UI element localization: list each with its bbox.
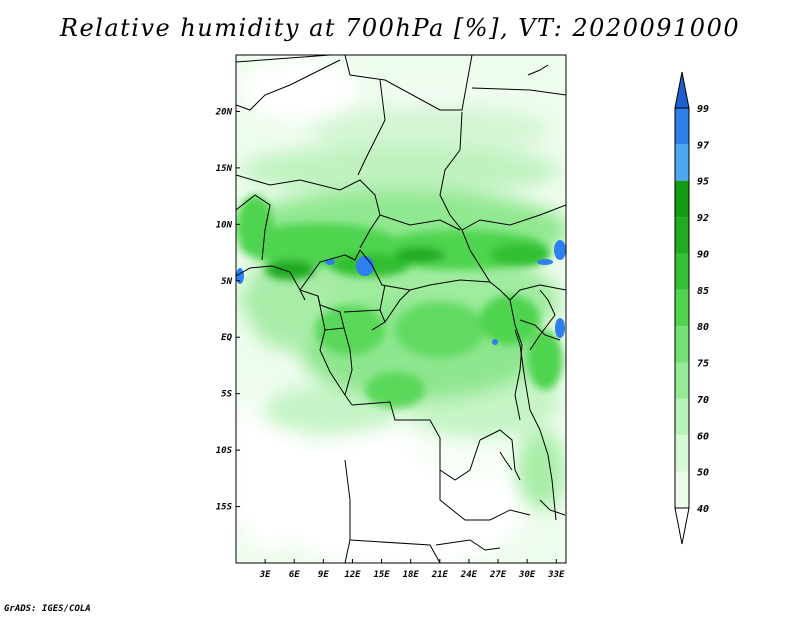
lon-tick-label: 6E <box>289 570 300 580</box>
lat-tick-label: 20N <box>215 107 233 117</box>
lon-tick-label: 18E <box>403 570 420 580</box>
lat-tick-label: 15S <box>216 503 233 513</box>
map-frame <box>235 54 567 564</box>
lat-tick-label: EQ <box>221 333 232 343</box>
colorbar-swatch <box>675 217 689 254</box>
saturation-spots <box>236 240 566 345</box>
colorbar-top-extension <box>674 71 690 109</box>
lon-tick-label: 12E <box>344 570 361 580</box>
lat-tick-label: 5N <box>221 277 232 287</box>
country-borders <box>236 55 566 563</box>
lon-tick-label: 9E <box>318 570 329 580</box>
colorbar-label: 90 <box>697 249 709 260</box>
map-title: Relative humidity at 700hPa [%], VT: 202… <box>59 14 741 42</box>
colorbar-swatch <box>675 398 689 436</box>
colorbar: 99 97 95 92 90 85 80 75 70 60 50 40 <box>674 71 709 545</box>
lon-tick-label: 27E <box>489 570 507 580</box>
colorbar-swatch <box>675 435 689 472</box>
colorbar-swatch <box>675 108 689 145</box>
lon-tick-label: 30E <box>518 570 536 580</box>
colorbar-label: 95 <box>697 177 709 188</box>
colorbar-label: 99 <box>697 104 709 115</box>
colorbar-swatch <box>675 362 689 399</box>
colorbar-swatch <box>675 471 689 508</box>
colorbar-label: 92 <box>697 213 709 224</box>
humidity-field <box>236 55 566 563</box>
colorbar-label: 75 <box>697 359 709 370</box>
colorbar-swatch <box>675 144 689 181</box>
colorbar-swatch <box>675 289 689 327</box>
lat-tick-label: 10N <box>216 220 233 230</box>
lon-tick-label: 24E <box>460 570 478 580</box>
lon-tick-label: 3E <box>259 570 271 580</box>
grads-credit: GrADS: IGES/COLA <box>4 604 91 614</box>
colorbar-label: 70 <box>697 395 709 406</box>
colorbar-label: 97 <box>697 140 709 151</box>
colorbar-swatch <box>675 326 689 363</box>
colorbar-label: 40 <box>697 504 709 515</box>
colorbar-swatch <box>675 180 689 218</box>
longitude-axis: 3E 6E 9E 12E 15E 18E 21E 24E 27E 30E 33E <box>259 559 565 580</box>
colorbar-swatch <box>675 253 689 290</box>
colorbar-label: 80 <box>697 322 709 333</box>
colorbar-label: 85 <box>697 286 709 297</box>
coastlines <box>236 64 566 521</box>
colorbar-label: 50 <box>697 468 709 479</box>
latitude-axis: 20N 15N 10N 5N EQ 5S 10S 15S <box>215 107 240 513</box>
lat-tick-label: 10S <box>216 446 233 456</box>
lat-tick-label: 15N <box>216 164 233 174</box>
lon-tick-label: 21E <box>431 570 449 580</box>
lat-tick-label: 5S <box>221 390 232 400</box>
lon-tick-label: 15E <box>373 570 390 580</box>
lon-tick-label: 33E <box>547 570 565 580</box>
colorbar-bottom-extension <box>674 507 690 545</box>
colorbar-label: 60 <box>697 431 709 442</box>
